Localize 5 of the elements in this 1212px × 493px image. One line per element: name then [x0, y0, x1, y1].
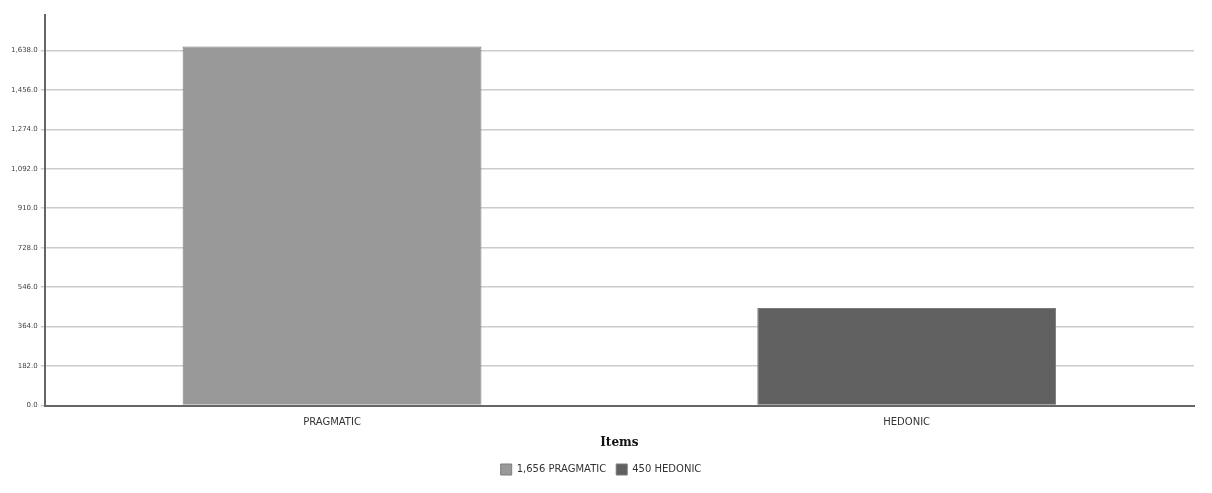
x-tick-label: PRAGMATIC [303, 416, 361, 428]
legend-label: 1,656 PRAGMATIC [516, 463, 607, 475]
x-axis-title: Items [600, 434, 639, 449]
legend-label: 450 HEDONIC [632, 463, 702, 475]
x-tick-label: HEDONIC [883, 416, 931, 428]
